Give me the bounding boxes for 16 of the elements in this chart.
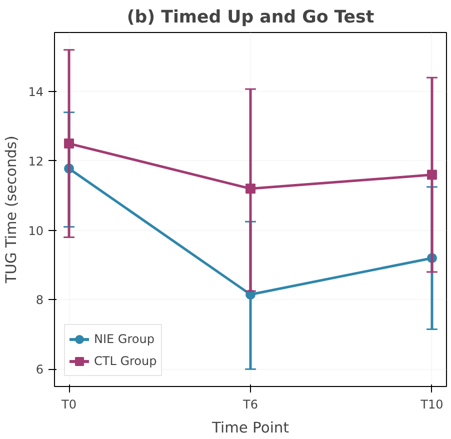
point bbox=[246, 184, 256, 194]
y-tick-label: 14 bbox=[28, 85, 44, 99]
x-tick-label: T0 bbox=[60, 398, 77, 412]
y-tick-label: 10 bbox=[28, 224, 44, 238]
y-axis-title: TUG Time (seconds) bbox=[3, 136, 20, 284]
legend-label: CTL Group bbox=[94, 354, 157, 368]
y-tick-label: 12 bbox=[28, 154, 44, 168]
legend-label: NIE Group bbox=[94, 332, 154, 346]
y-tick-label: 6 bbox=[36, 362, 44, 377]
point bbox=[64, 138, 74, 149]
y-tick-label: 8 bbox=[36, 293, 44, 308]
x-axis-title: Time Point bbox=[211, 420, 290, 436]
x-tick-label: T6 bbox=[242, 398, 258, 412]
x-tick-label: T10 bbox=[420, 398, 444, 412]
point bbox=[426, 170, 437, 180]
chart-title: (b) Timed Up and Go Test bbox=[126, 8, 374, 28]
